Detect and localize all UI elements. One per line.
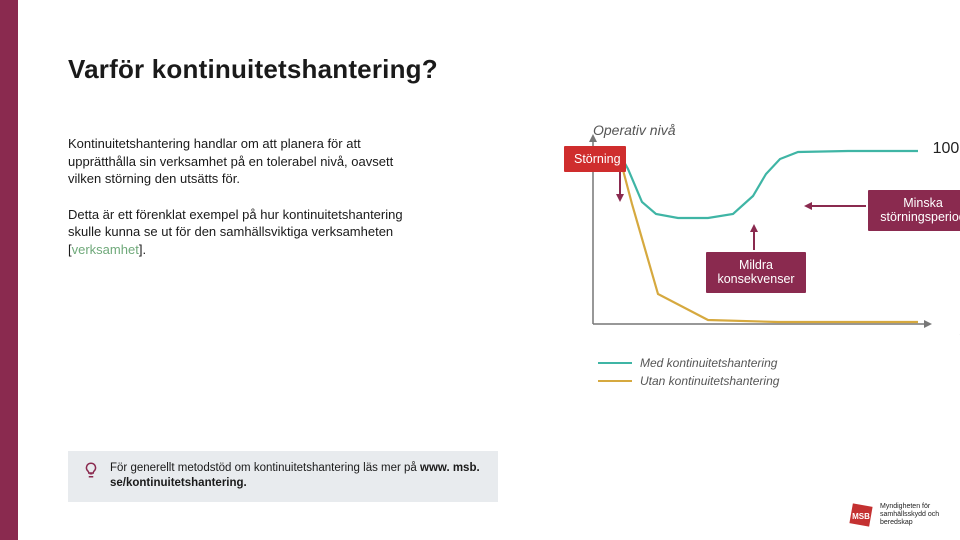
legend-without-swatch [598,380,632,382]
paragraph-1: Kontinuitetshantering handlar om att pla… [68,135,428,188]
mildra-arrow-icon [750,224,758,250]
paragraph-2-after: ]. [139,242,146,257]
series-without-line [593,151,918,322]
storning-arrow-icon [616,172,624,202]
legend-with: Med kontinuitetshantering [598,356,779,370]
paragraph-2: Detta är ett förenklat exempel på hur ko… [68,206,428,259]
slide: Varför kontinuitetshantering? Kontinuite… [0,0,960,540]
y-axis-arrow-icon [589,134,597,142]
legend-with-swatch [598,362,632,364]
info-callout: För generellt metodstöd om kontinuitetsh… [68,451,498,502]
badge-storning: Störning [564,146,626,172]
legend-with-label: Med kontinuitetshantering [640,356,777,370]
footer-logo: MSB Myndigheten för samhällsskydd och be… [848,502,940,528]
legend-without: Utan kontinuitetshantering [598,374,779,388]
continuity-chart: Operativ nivå 100 % Tid Störning M [548,124,960,414]
lightbulb-icon [82,461,100,484]
x-axis-arrow-icon [924,320,932,328]
svg-text:MSB: MSB [852,512,870,521]
keyword-verksamhet: verksamhet [72,242,139,257]
badge-mildra: Mildrakonsekvenser [706,252,806,293]
content-area: Varför kontinuitetshantering? Kontinuite… [68,54,940,520]
legend-without-label: Utan kontinuitetshantering [640,374,779,388]
text-column: Kontinuitetshantering handlar om att pla… [68,135,428,276]
minska-arrow-icon [804,202,866,210]
chart-legend: Med kontinuitetshantering Utan kontinuit… [598,356,779,392]
page-title: Varför kontinuitetshantering? [68,54,940,85]
footer-org-name: Myndigheten för samhällsskydd och bereds… [880,503,940,526]
msb-logo-icon: MSB [848,502,874,528]
accent-sidebar [0,0,18,540]
info-text-body: För generellt metodstöd om kontinuitetsh… [110,462,420,474]
badge-minska: Minskastörningsperiod [868,190,960,231]
info-text: För generellt metodstöd om kontinuitetsh… [110,461,484,492]
